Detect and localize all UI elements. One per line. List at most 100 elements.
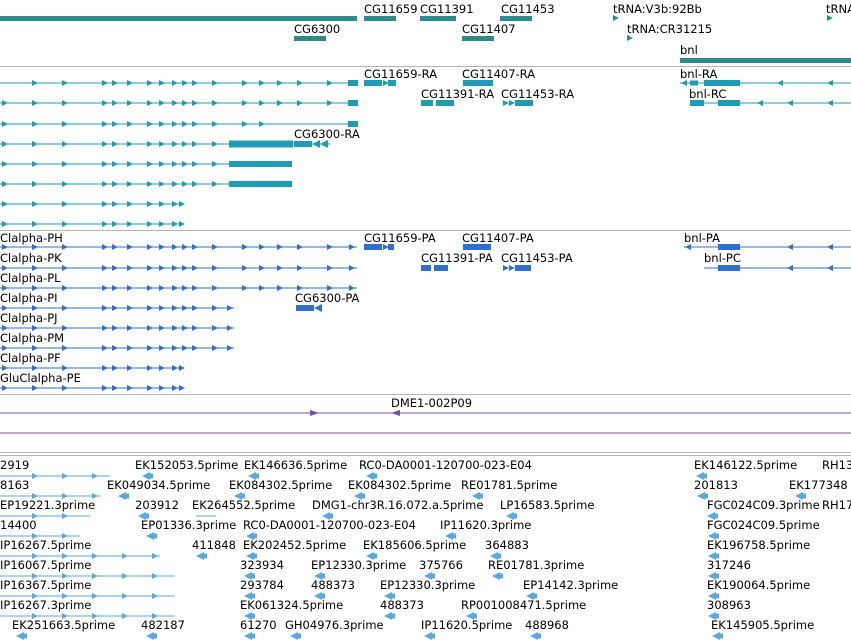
strand-arrow-icon[interactable] <box>147 265 153 271</box>
exon-block-icon[interactable] <box>251 533 257 539</box>
strand-arrow-icon[interactable] <box>685 244 691 250</box>
strand-arrow-icon[interactable] <box>62 80 68 86</box>
strand-arrow-icon[interactable] <box>297 285 303 291</box>
strand-arrow-icon[interactable] <box>212 80 218 86</box>
strand-arrow-icon[interactable] <box>227 345 233 351</box>
strand-arrow-icon[interactable] <box>62 553 68 559</box>
strand-arrow-icon[interactable] <box>62 613 68 619</box>
gene-span-trna-edge[interactable] <box>827 15 833 21</box>
strand-arrow-icon[interactable] <box>242 100 248 106</box>
strand-arrow-icon[interactable] <box>147 221 153 227</box>
strand-arrow-icon[interactable] <box>159 325 165 331</box>
exon-block-icon[interactable] <box>429 633 435 639</box>
strand-arrow-icon[interactable] <box>32 365 38 371</box>
strand-arrow-icon[interactable] <box>147 80 153 86</box>
strand-arrow-icon[interactable] <box>159 121 165 127</box>
exon-block-icon[interactable] <box>515 265 531 271</box>
strand-arrow-icon[interactable] <box>62 473 68 479</box>
strand-arrow-icon[interactable] <box>312 140 320 148</box>
strand-arrow-icon[interactable] <box>147 285 153 291</box>
strand-arrow-icon[interactable] <box>62 181 68 187</box>
gene-span-bar-clalpha[interactable] <box>0 16 357 21</box>
strand-arrow-icon[interactable] <box>92 493 98 499</box>
strand-arrow-icon[interactable] <box>242 265 248 271</box>
strand-arrow-icon[interactable] <box>127 80 133 86</box>
exon-block-icon[interactable] <box>296 305 314 311</box>
strand-arrow-icon[interactable] <box>127 181 133 187</box>
strand-arrow-icon[interactable] <box>179 201 185 207</box>
exon-block-icon[interactable] <box>371 473 377 479</box>
strand-arrow-icon[interactable] <box>159 305 165 311</box>
exon-block-icon[interactable] <box>718 244 740 250</box>
strand-arrow-icon[interactable] <box>32 201 38 207</box>
strand-arrow-icon[interactable] <box>32 285 38 291</box>
strand-arrow-icon[interactable] <box>122 553 128 559</box>
strand-arrow-icon[interactable] <box>212 345 218 351</box>
strand-arrow-icon[interactable] <box>182 161 188 167</box>
strand-arrow-icon[interactable] <box>445 100 451 106</box>
exon-block-icon[interactable] <box>450 533 456 539</box>
strand-arrow-icon[interactable] <box>383 80 389 86</box>
strand-arrow-icon[interactable] <box>192 325 198 331</box>
strand-arrow-icon[interactable] <box>122 613 128 619</box>
exon-block-icon[interactable] <box>389 593 395 599</box>
strand-arrow-icon[interactable] <box>127 365 133 371</box>
strand-arrow-icon[interactable] <box>152 553 158 559</box>
strand-arrow-icon[interactable] <box>32 325 38 331</box>
strand-arrow-icon[interactable] <box>509 265 515 271</box>
strand-arrow-icon[interactable] <box>159 285 165 291</box>
strand-arrow-icon[interactable] <box>212 244 218 250</box>
strand-arrow-icon[interactable] <box>112 265 118 271</box>
strand-arrow-icon[interactable] <box>212 161 218 167</box>
strand-arrow-icon[interactable] <box>62 221 68 227</box>
exon-block-icon[interactable] <box>294 141 312 147</box>
strand-arrow-icon[interactable] <box>62 141 68 147</box>
strand-arrow-icon[interactable] <box>159 244 165 250</box>
strand-arrow-icon[interactable] <box>127 325 133 331</box>
gene-span-bar-cg11659[interactable] <box>364 16 396 21</box>
strand-arrow-icon[interactable] <box>277 265 283 271</box>
strand-arrow-icon[interactable] <box>192 161 198 167</box>
strand-arrow-icon[interactable] <box>112 385 118 391</box>
strand-arrow-icon[interactable] <box>127 244 133 250</box>
strand-arrow-icon[interactable] <box>32 385 38 391</box>
strand-arrow-icon[interactable] <box>147 325 153 331</box>
strand-arrow-icon[interactable] <box>32 533 38 539</box>
strand-arrow-icon[interactable] <box>32 265 38 271</box>
exon-block-icon[interactable] <box>147 473 153 479</box>
exon-block-icon[interactable] <box>229 140 293 148</box>
exon-block-icon[interactable] <box>713 533 719 539</box>
strand-arrow-icon[interactable] <box>32 181 38 187</box>
strand-arrow-icon[interactable] <box>159 181 165 187</box>
strand-arrow-icon[interactable] <box>2 285 8 291</box>
strand-arrow-icon[interactable] <box>212 285 218 291</box>
strand-arrow-icon[interactable] <box>62 325 68 331</box>
exon-block-icon[interactable] <box>471 613 477 619</box>
strand-arrow-icon[interactable] <box>192 305 198 311</box>
strand-arrow-icon[interactable] <box>212 121 218 127</box>
strand-arrow-icon[interactable] <box>159 345 165 351</box>
strand-arrow-icon[interactable] <box>172 385 178 391</box>
strand-arrow-icon[interactable] <box>102 161 108 167</box>
strand-arrow-icon[interactable] <box>172 305 178 311</box>
strand-arrow-icon[interactable] <box>349 285 355 291</box>
strand-arrow-icon[interactable] <box>182 285 188 291</box>
strand-arrow-icon[interactable] <box>2 244 8 250</box>
strand-arrow-icon[interactable] <box>172 181 178 187</box>
strand-arrow-icon[interactable] <box>152 593 158 599</box>
strand-arrow-icon[interactable] <box>32 141 38 147</box>
strand-arrow-icon[interactable] <box>172 80 178 86</box>
strand-arrow-icon[interactable] <box>182 100 188 106</box>
strand-arrow-icon[interactable] <box>32 493 38 499</box>
exon-block-icon[interactable] <box>327 513 333 519</box>
strand-arrow-icon[interactable] <box>192 80 198 86</box>
strand-arrow-icon[interactable] <box>827 80 833 86</box>
strand-arrow-icon[interactable] <box>757 100 763 106</box>
strand-arrow-icon[interactable] <box>2 265 8 271</box>
strand-arrow-icon[interactable] <box>102 181 108 187</box>
strand-arrow-icon[interactable] <box>179 385 185 391</box>
strand-arrow-icon[interactable] <box>327 100 333 106</box>
exon-block-icon[interactable] <box>713 553 719 559</box>
strand-arrow-icon[interactable] <box>259 265 265 271</box>
strand-arrow-icon[interactable] <box>112 305 118 311</box>
